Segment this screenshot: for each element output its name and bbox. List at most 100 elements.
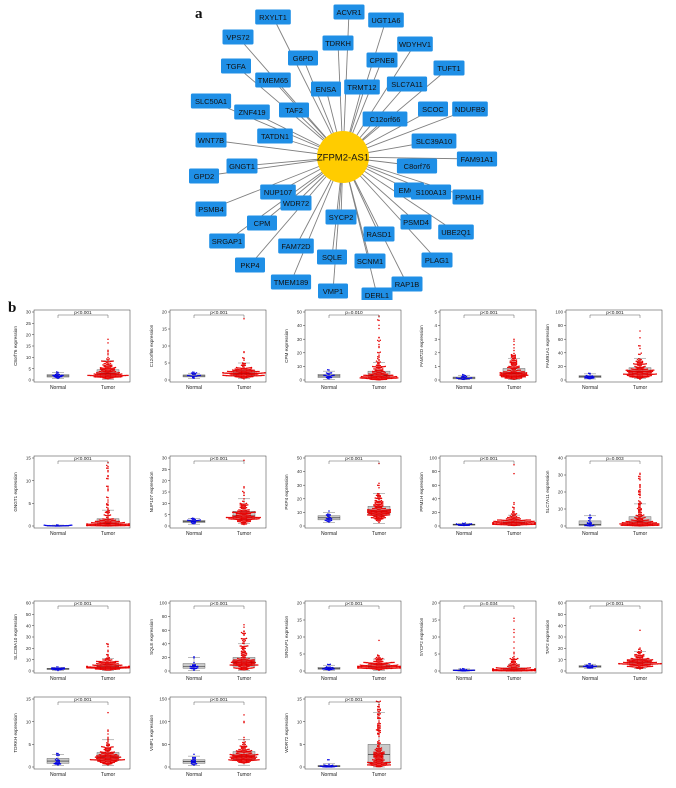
tumor-point [379,749,381,751]
normal-point [462,524,464,526]
tumor-point [257,375,259,377]
normal-point [58,667,60,670]
tumor-point [372,665,374,667]
tumor-point [253,515,255,518]
tumor-point [257,518,259,520]
plot-taf2: 0 10 20 30 40 50 60 TAF2 expression Normal Tumor p… [540,598,668,691]
normal-point [195,762,198,765]
tumor-point [104,750,107,752]
tumor-point [234,372,236,375]
tumor-point [512,513,514,515]
tumor-point [240,506,243,509]
normal-point [46,524,48,527]
y-tick-label: 15 [297,618,303,623]
gene-node-label: VPS72 [226,33,249,42]
tumor-point [112,754,114,756]
x-category-label: Normal [321,385,337,391]
tumor-point [377,496,379,498]
normal-point [329,520,331,522]
plot-frame [439,600,537,674]
tumor-point [390,661,393,664]
normal-point [52,525,54,527]
tumor-point [509,657,511,660]
tumor-point [504,522,506,525]
tumor-point [504,519,506,522]
x-category-label: Tumor [633,385,648,391]
tumor-point [245,504,248,506]
tumor-point [117,372,119,374]
tumor-point [258,374,260,377]
tumor-point [523,669,525,671]
tumor-point [509,524,511,526]
tumor-point [374,517,376,519]
tumor-point [243,720,245,723]
tumor-point [377,377,379,379]
tumor-point [509,667,511,670]
tumor-point [384,662,386,664]
tumor-point [378,361,380,363]
tumor-point [629,373,631,376]
tumor-point [233,759,235,762]
normal-point [56,754,58,756]
gene-node-label: CPNE8 [369,56,394,65]
normal-point [192,666,194,668]
tumor-point [96,666,98,669]
tumor-point [248,755,250,758]
tumor-point [360,665,363,668]
tumor-point [239,661,241,663]
tumor-point [102,524,104,526]
tumor-point [106,371,108,373]
normal-point [192,758,194,760]
tumor-point [232,759,234,761]
tumor-point [107,509,109,512]
tumor-point [250,366,253,369]
hub-circle [317,131,369,183]
significance-bracket [57,460,109,464]
tumor-point [512,376,514,379]
tumor-point [384,665,386,667]
gene-node-scnm1: SCNM1 [354,253,386,269]
tumor-point [99,660,102,663]
normal-point [54,374,57,377]
normal-point [464,378,466,380]
tumor-point [249,662,251,664]
tumor-point [634,666,636,668]
tumor-point [375,513,378,516]
tumor-point [243,655,245,657]
tumor-point [380,509,383,512]
tumor-point [233,371,235,373]
gene-node-tdrkh: TDRKH [322,35,354,51]
tumor-point [117,523,119,526]
tumor-point [382,765,384,767]
tumor-point [234,758,236,760]
tumor-point [259,374,261,377]
tumor-point [378,356,380,358]
tumor-point [633,660,635,663]
tumor-point [107,366,109,369]
y-tick-label: 100 [429,456,437,461]
tumor-point [97,376,99,378]
tumor-point [379,713,381,715]
tumor-point [378,373,380,375]
tumor-point [377,708,379,710]
tumor-point [102,752,104,755]
tumor-point [243,359,245,361]
gene-node-label: SCNM1 [357,257,383,266]
tumor-point [240,758,243,761]
tumor-point [111,364,113,366]
tumor-point [360,375,363,378]
tumor-point [375,369,378,371]
tumor-point [373,752,375,755]
tumor-point [237,657,239,660]
tumor-point [107,358,109,361]
tumor-point [112,666,114,669]
tumor-point [645,368,647,370]
tumor-point [383,512,385,514]
tumor-point [379,729,381,732]
tumor-point [509,367,511,369]
tumor-point [388,761,390,764]
tumor-point [114,366,117,369]
tumor-point [513,668,515,670]
tumor-point [97,759,99,761]
tumor-point [243,661,245,664]
